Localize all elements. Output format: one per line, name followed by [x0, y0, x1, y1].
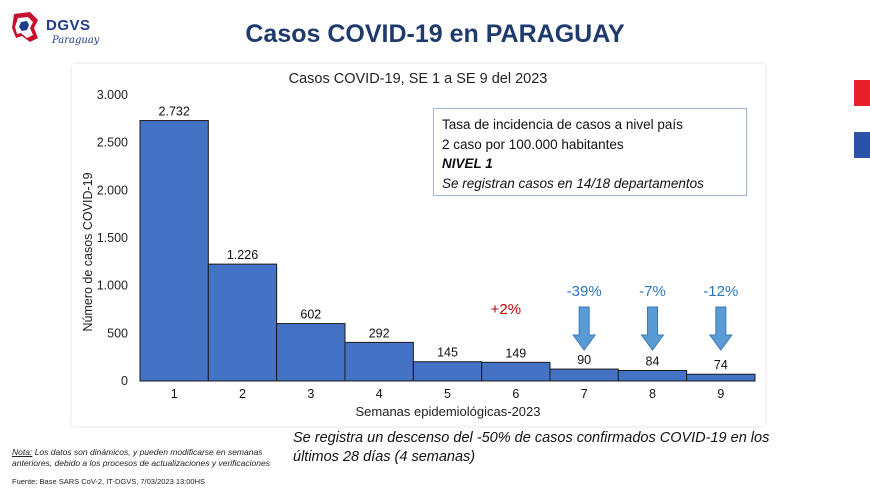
annotations: +2% -39% -7% -12%	[491, 283, 738, 351]
x-tick-label: 3	[307, 387, 314, 401]
note-text: Los datos son dinámicos, y pueden modifi…	[12, 447, 270, 468]
value-label: 149	[505, 346, 526, 360]
flag-blue-stripe	[854, 132, 870, 158]
value-labels: 2.732 1.226 602 292 145 149 90 84 74	[159, 105, 728, 373]
x-tick-label: 6	[512, 387, 519, 401]
percent-change-label: +2%	[491, 301, 521, 318]
y-tick-label: 2.000	[97, 183, 128, 197]
x-axis-ticks: 1 2 3 4 5 6 7 8 9	[171, 387, 725, 401]
info-line-rate: 2 caso por 100.000 habitantes	[442, 136, 624, 152]
logo-subtext: Paraguay	[52, 35, 100, 46]
x-tick-label: 5	[444, 387, 451, 401]
y-tick-label: 1.000	[97, 279, 128, 293]
page-title: Casos COVID-19 en PARAGUAY	[245, 20, 625, 48]
flag-red-stripe	[854, 80, 870, 106]
incidence-info-box: Tasa de incidencia de casos a nivel país…	[433, 108, 747, 196]
bar-week-5	[412, 361, 483, 382]
percent-change-label: -7%	[639, 283, 666, 300]
y-axis-ticks: 0 500 1.000 1.500 2.000 2.500 3.000	[97, 88, 128, 388]
down-arrow-icon	[640, 306, 665, 351]
bar-week-9	[686, 373, 756, 382]
chart-title: Casos COVID-19, SE 1 a SE 9 del 2023	[289, 71, 548, 87]
info-line-incidence: Tasa de incidencia de casos a nivel país	[442, 117, 683, 132]
conclusion-text: Se registra un descenso del -50% de caso…	[293, 430, 770, 465]
down-arrow-icon	[708, 306, 733, 351]
dgvs-logo: DGVS Paraguay	[8, 8, 100, 52]
bar-week-6	[481, 361, 551, 382]
y-tick-label: 0	[121, 374, 128, 388]
bar-week-7	[549, 368, 619, 382]
y-tick-label: 3.000	[97, 88, 128, 102]
note-label: Nota:	[12, 447, 33, 457]
bar-chart: Casos COVID-19, SE 1 a SE 9 del 2023 Núm…	[81, 71, 756, 419]
value-label: 90	[577, 353, 591, 367]
info-line-level: NIVEL 1	[442, 156, 493, 171]
y-tick-label: 500	[107, 326, 128, 340]
down-arrow-icon	[572, 306, 597, 351]
x-tick-label: 8	[649, 387, 656, 401]
value-label: 84	[646, 355, 660, 369]
paraguay-map-icon	[12, 12, 38, 42]
logo-text: DGVS	[46, 17, 91, 34]
info-line-departments: Se registran casos en 14/18 departamento…	[442, 175, 704, 191]
value-label: 1.226	[227, 248, 258, 262]
percent-change-label: -39%	[567, 283, 602, 300]
x-tick-label: 1	[171, 387, 178, 401]
bar-week-3	[276, 323, 346, 382]
bar-week-8	[617, 370, 688, 382]
bars	[139, 120, 756, 382]
value-label: 74	[714, 358, 728, 372]
bar-week-1	[139, 120, 209, 382]
y-tick-label: 1.500	[97, 231, 128, 245]
bar-week-2	[207, 263, 278, 382]
value-label: 602	[300, 308, 321, 322]
value-label: 292	[369, 326, 390, 340]
source-text: Fuente: Base SARS CoV-2, IT-DGVS, 7/03/2…	[12, 477, 206, 486]
y-axis-label: Número de casos COVID-19	[81, 172, 95, 331]
x-axis-label: Semanas epidemiológicas-2023	[355, 404, 540, 419]
x-tick-label: 4	[376, 387, 383, 401]
percent-change-label: -12%	[703, 283, 738, 300]
value-label: 145	[437, 346, 458, 360]
x-tick-label: 9	[717, 387, 724, 401]
footnote: Nota: Los datos son dinámicos, y pueden …	[12, 447, 282, 469]
bar-week-4	[344, 341, 414, 382]
x-tick-label: 2	[239, 387, 246, 401]
value-label: 2.732	[159, 105, 190, 119]
x-tick-label: 7	[581, 387, 588, 401]
y-tick-label: 2.500	[97, 136, 128, 150]
